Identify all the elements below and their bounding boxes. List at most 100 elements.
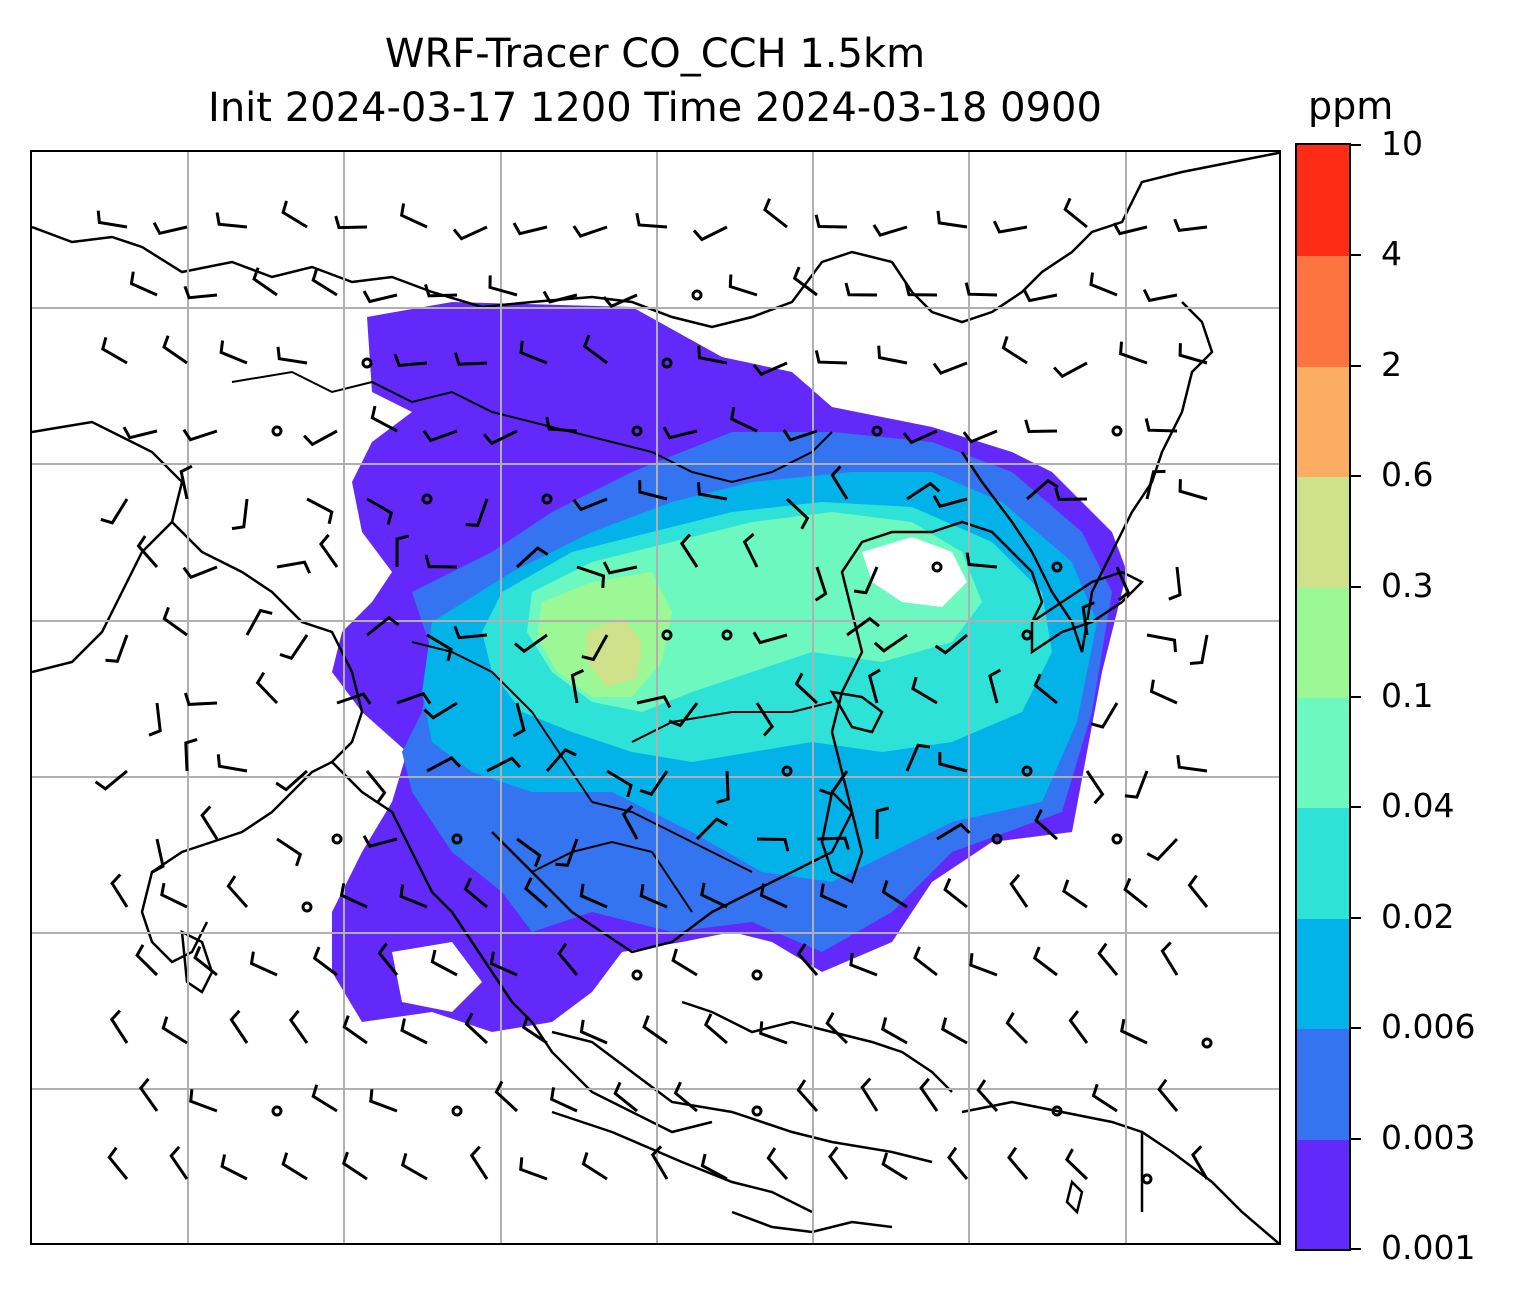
wind-barb <box>639 883 668 909</box>
wind-barb <box>932 495 968 508</box>
calm-wind-circle <box>301 901 313 913</box>
wind-barb <box>819 770 849 796</box>
wind-barb <box>400 1153 428 1181</box>
borders <box>231 370 833 913</box>
wind-barb <box>814 566 828 602</box>
wind-barb <box>828 1146 849 1180</box>
wind-barb <box>366 615 400 637</box>
field-gap <box>862 537 967 607</box>
wind-barb <box>512 702 526 738</box>
wind-barb <box>135 944 159 977</box>
wind-barb <box>763 198 788 229</box>
wind-barb <box>524 877 548 909</box>
wind-barb <box>825 1012 849 1045</box>
wind-barb <box>426 756 461 773</box>
wind-barb <box>992 220 1028 234</box>
wind-barb <box>819 883 848 909</box>
wind-barb <box>342 1015 368 1045</box>
calm-wind-circle <box>691 289 703 301</box>
wind-barb <box>639 770 669 796</box>
wind-barb <box>880 1017 908 1045</box>
wind-barb <box>453 625 488 640</box>
wind-barb <box>873 633 908 653</box>
wind-barb <box>1168 566 1182 601</box>
wind-barb <box>464 1012 489 1045</box>
wind-barb <box>695 817 728 841</box>
wind-barb <box>703 1013 728 1045</box>
wind-barb <box>488 275 518 297</box>
wind-barb <box>362 835 398 848</box>
wind-barb <box>396 691 432 705</box>
calm-wind-circle <box>271 1105 283 1117</box>
colorbar-band-6 <box>1297 476 1349 588</box>
calm-wind-circle <box>541 493 553 505</box>
wind-barb <box>792 266 818 297</box>
colorbar-band-3 <box>1297 807 1349 919</box>
wind-barb <box>867 668 881 704</box>
wind-barb <box>1146 837 1179 862</box>
wind-barb <box>1091 1083 1118 1113</box>
wind-barb <box>486 756 522 773</box>
wind-barb <box>936 210 968 229</box>
colorbar-band-2 <box>1297 917 1349 1030</box>
wind-barb <box>814 214 848 229</box>
wind-barb <box>1124 770 1149 799</box>
calm-wind-circle <box>871 425 883 437</box>
wind-barb <box>692 225 728 242</box>
colorbar-tick-mark <box>1351 364 1361 367</box>
wind-barb <box>947 1146 969 1180</box>
field-layer-0.3 <box>587 617 642 687</box>
wind-barb <box>606 769 633 798</box>
wind-barb <box>902 429 938 445</box>
wind-barb <box>148 702 162 737</box>
wind-barb <box>1145 469 1166 500</box>
wind-barb <box>716 770 730 804</box>
wind-barb <box>696 481 728 501</box>
wind-barb <box>463 877 488 909</box>
wind-barb <box>110 873 129 908</box>
wind-barb <box>200 805 219 840</box>
wind-barb <box>545 748 577 772</box>
wind-barb <box>311 268 338 297</box>
wind-barb <box>662 426 698 440</box>
colorbar-band-0 <box>1297 1138 1349 1249</box>
colorbar-band-9 <box>1297 145 1349 257</box>
wind-barb <box>673 1081 698 1113</box>
wind-barb <box>182 565 218 580</box>
wind-barb <box>319 533 339 568</box>
map-panel[interactable] <box>30 150 1281 1245</box>
colorbar-tick-mark <box>1351 1248 1361 1250</box>
wind-barb <box>162 335 188 365</box>
wind-barb <box>860 1077 879 1112</box>
wind-barb <box>138 1077 159 1112</box>
wind-barb <box>96 210 128 229</box>
wind-barb <box>339 883 368 909</box>
wind-barb <box>1063 197 1088 229</box>
wind-barb <box>549 1087 578 1113</box>
wind-barb <box>638 480 668 501</box>
wind-barb <box>1146 633 1177 653</box>
wind-barb <box>650 1145 669 1180</box>
wind-barb <box>579 1019 608 1045</box>
wind-barb <box>700 1153 728 1181</box>
wind-barb <box>160 882 188 909</box>
wind-barb <box>122 426 158 440</box>
wind-barb <box>752 361 788 377</box>
chart-title-line1: WRF-Tracer CO_CCH 1.5km <box>384 31 926 77</box>
wind-barb <box>252 267 278 297</box>
wind-barb <box>756 837 790 852</box>
wind-barb <box>730 406 758 433</box>
calm-wind-circle <box>1021 629 1033 641</box>
wind-barb <box>555 838 579 867</box>
wind-barb <box>905 743 931 772</box>
wind-barb <box>877 345 908 365</box>
wind-barb <box>881 1152 908 1181</box>
wind-barb <box>94 769 128 791</box>
wind-barb <box>423 701 458 720</box>
wind-barb <box>400 1018 428 1045</box>
calm-wind-circle <box>331 833 343 845</box>
wind-barb <box>312 946 338 977</box>
colorbar-band-4 <box>1297 697 1349 809</box>
wind-barb <box>642 1015 668 1045</box>
colorbar <box>1295 143 1351 1251</box>
